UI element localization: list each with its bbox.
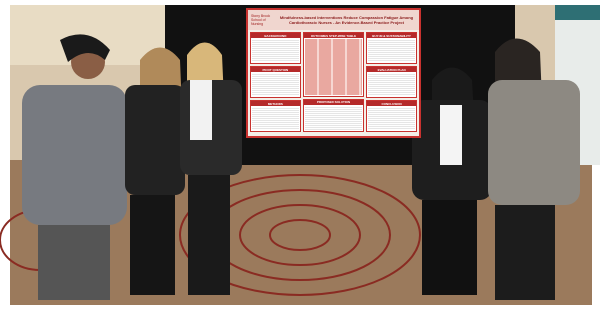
poster-section: PICOT QUESTION	[250, 66, 301, 98]
column: BACKGROUND PICOT QUESTION METHODS	[250, 32, 301, 132]
section-heading: PROPOSED SOLUTION	[304, 100, 363, 105]
poster-section: METHODS	[250, 100, 301, 132]
text-block	[368, 73, 415, 96]
poster-section: BACKGROUND	[250, 32, 301, 64]
poster: Stony Brook School of Nursing Mindfulnes…	[246, 8, 421, 138]
photo: Stony Brook School of Nursing Mindfulnes…	[0, 0, 602, 309]
text-block	[305, 106, 362, 130]
text-block	[252, 39, 299, 62]
poster-section: PROPOSED SOLUTION	[303, 99, 364, 132]
text-block	[368, 107, 415, 130]
poster-section: CONCLUSION	[366, 100, 417, 132]
column: OUTCOMES STEP-WISE TABLE PROPOSED SOLUTIO…	[303, 32, 364, 132]
section-heading: METHODS	[251, 101, 300, 106]
section-heading: PICOT QUESTION	[251, 67, 300, 72]
institution: Stony Brook School of Nursing	[251, 14, 273, 26]
section-heading: BACKGROUND	[251, 33, 300, 38]
section-heading: CONCLUSION	[367, 101, 416, 106]
banner-header	[555, 5, 600, 20]
poster-title: Mindfulness-based Interventions Reduce C…	[277, 15, 416, 25]
section-heading: OUTCOMES STEP-WISE TABLE	[304, 33, 363, 38]
poster-section: BUY-IN & SUSTAINABILITY	[366, 32, 417, 64]
section-heading: BUY-IN & SUSTAINABILITY	[367, 33, 416, 38]
poster-section: OUTCOMES STEP-WISE TABLE	[303, 32, 364, 97]
poster-section: EVALUATION PLAN	[366, 66, 417, 98]
table	[305, 39, 362, 95]
poster-body: BACKGROUND PICOT QUESTION METHODS OUTCOMES…	[248, 30, 419, 134]
text-block	[368, 39, 415, 62]
column: BUY-IN & SUSTAINABILITY EVALUATION PLAN CO…	[366, 32, 417, 132]
poster-header: Stony Brook School of Nursing Mindfulnes…	[248, 10, 419, 30]
section-heading: EVALUATION PLAN	[367, 67, 416, 72]
text-block	[252, 73, 299, 96]
text-block	[252, 107, 299, 130]
